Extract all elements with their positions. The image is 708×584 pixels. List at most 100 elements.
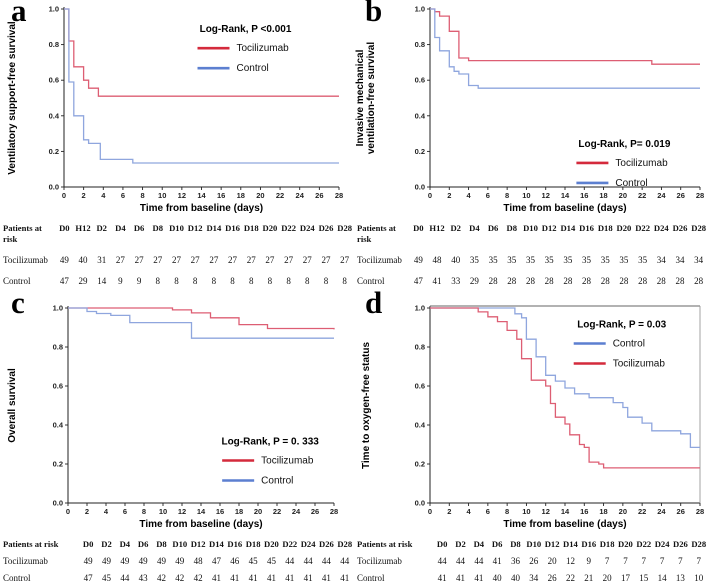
risk-value: 41 <box>321 573 331 583</box>
x-tick-label: 20 <box>619 191 627 200</box>
x-tick-label: 18 <box>237 191 245 200</box>
x-tick-label: 10 <box>158 191 166 200</box>
y-tick-label: 0.0 <box>415 183 425 192</box>
risk-value: 28 <box>563 276 573 286</box>
risk-value: 7 <box>623 556 628 566</box>
x-tick-label: 10 <box>159 507 167 516</box>
x-axis-title: Time from baseline (days) <box>503 519 626 530</box>
risk-col-header: D0 <box>413 223 424 233</box>
risk-col-header: D22 <box>282 539 298 549</box>
panel-letter-b: b <box>365 0 383 28</box>
risk-value: 28 <box>544 276 554 286</box>
panel-letter-d: d <box>365 285 383 320</box>
risk-value: 47 <box>413 276 423 286</box>
risk-col-header: D16 <box>227 539 243 549</box>
risk-col-header: D12 <box>190 539 206 549</box>
risk-value: 35 <box>488 255 498 265</box>
risk-value: 12 <box>565 556 575 566</box>
km-curve-control <box>64 8 339 164</box>
risk-value: 8 <box>192 276 198 286</box>
risk-value: 8 <box>230 276 235 286</box>
risk-col-header: D26 <box>319 539 334 549</box>
risk-col-header: D12 <box>187 223 203 233</box>
risk-col-header: D26 <box>672 223 688 233</box>
risk-col-header: D2 <box>101 539 112 549</box>
x-tick-label: 8 <box>142 507 146 516</box>
risk-value: 27 <box>153 255 163 265</box>
risk-value: 28 <box>600 276 610 286</box>
legend-label: Control <box>615 178 647 189</box>
risk-value: 35 <box>619 255 629 265</box>
km-curve-tocilizumab <box>430 307 700 469</box>
risk-col-header: D4 <box>115 223 126 233</box>
risk-header-row: Patients at risk D0 D2 D4 D6 D8 D10 D12 D14 D16 D1… <box>0 539 354 550</box>
risk-col-header: D22 <box>636 539 652 549</box>
risk-row-control: Control 47 41 33 29 28 28 28 28 28 28 28 28 28 28 28 28 <box>354 276 708 287</box>
risk-col-header: D14 <box>206 223 222 233</box>
x-tick-label: 28 <box>330 507 338 516</box>
x-tick-label: 22 <box>273 507 281 516</box>
y-tick-label: 0.8 <box>415 343 425 352</box>
risk-row-tocilizumab: Tocilizumab 49 49 49 49 49 49 48 47 46 45 45 44 44 44 4… <box>0 556 354 567</box>
risk-value: 44 <box>437 556 447 566</box>
risk-value: 27 <box>115 255 125 265</box>
risk-value: 8 <box>323 276 329 286</box>
risk-value: 9 <box>136 276 142 286</box>
risk-col-header: D28 <box>691 223 707 233</box>
x-tick-label: 12 <box>178 507 186 516</box>
risk-value: 42 <box>175 573 185 583</box>
risk-value: 8 <box>267 276 273 286</box>
risk-col-header: D14 <box>560 223 576 233</box>
risk-col-header: D22 <box>281 223 296 233</box>
risk-value: 44 <box>455 556 465 566</box>
risk-col-header: D2 <box>455 539 466 549</box>
risk-row-control: Control 47 29 14 9 9 8 8 8 8 8 8 8 8 8 8 8 <box>0 276 354 287</box>
risk-value: 8 <box>211 276 217 286</box>
risk-col-header: D2 <box>96 223 107 233</box>
risk-col-header: H12 <box>75 223 91 233</box>
risk-value: 44 <box>303 556 313 566</box>
km-curve-control <box>430 8 700 89</box>
x-axis-title: Time from baseline (days) <box>140 203 263 214</box>
km-curve-tocilizumab <box>430 8 700 65</box>
km-plot-d: 0 2 4 6 8 10 12 14 16 18 20 22 24 26 280.00.20.40.60.8… <box>361 304 704 531</box>
x-axis-title: Time from baseline (days) <box>139 519 262 530</box>
risk-value: 40 <box>451 255 461 265</box>
risk-value: 41 <box>285 573 295 583</box>
risk-col-header: D6 <box>487 223 499 233</box>
risk-value: 44 <box>120 573 130 583</box>
risk-col-header: D28 <box>691 539 707 549</box>
y-tick-label: 0.4 <box>53 421 64 430</box>
risk-value: 49 <box>120 556 130 566</box>
risk-col-header: D24 <box>300 539 316 549</box>
risk-col-header: H12 <box>429 223 445 233</box>
risk-value: 35 <box>582 255 592 265</box>
risk-value: 35 <box>525 255 535 265</box>
risk-col-header: D12 <box>544 539 560 549</box>
x-tick-label: 14 <box>561 507 570 516</box>
risk-value: 9 <box>586 556 592 566</box>
risk-value: 31 <box>97 255 107 265</box>
risk-value: 28 <box>675 276 685 286</box>
y-axis-title: Time to oxygen-free status <box>361 342 372 470</box>
risk-value: 44 <box>474 556 484 566</box>
risk-row-label: Tocilizumab <box>357 255 402 265</box>
risk-value: 14 <box>97 276 107 286</box>
km-curve-tocilizumab <box>64 8 339 97</box>
risk-row-control: Control 41 41 41 40 40 34 26 22 21 20 17 15 14 13 10 <box>354 573 708 584</box>
x-tick-label: 20 <box>619 507 627 516</box>
km-plot-b: 0 2 4 6 8 10 12 14 16 18 20 22 24 26 280.00.20.40.60.8… <box>355 5 704 215</box>
risk-col-header: D24 <box>654 539 670 549</box>
risk-value: 27 <box>321 255 331 265</box>
risk-row-tocilizumab: Tocilizumab 44 44 44 41 36 26 20 12 9 7 7 7 7 7 7 <box>354 556 708 567</box>
y-tick-label: 0.2 <box>49 147 59 156</box>
y-tick-label: 1.0 <box>53 304 63 313</box>
risk-value: 28 <box>619 276 629 286</box>
risk-value: 8 <box>286 276 291 286</box>
risk-value: 40 <box>492 573 502 583</box>
risk-value: 35 <box>638 255 648 265</box>
risk-value: 14 <box>657 573 667 583</box>
x-tick-label: 4 <box>466 507 471 516</box>
risk-col-header: D6 <box>491 539 503 549</box>
risk-col-header: D6 <box>137 539 149 549</box>
